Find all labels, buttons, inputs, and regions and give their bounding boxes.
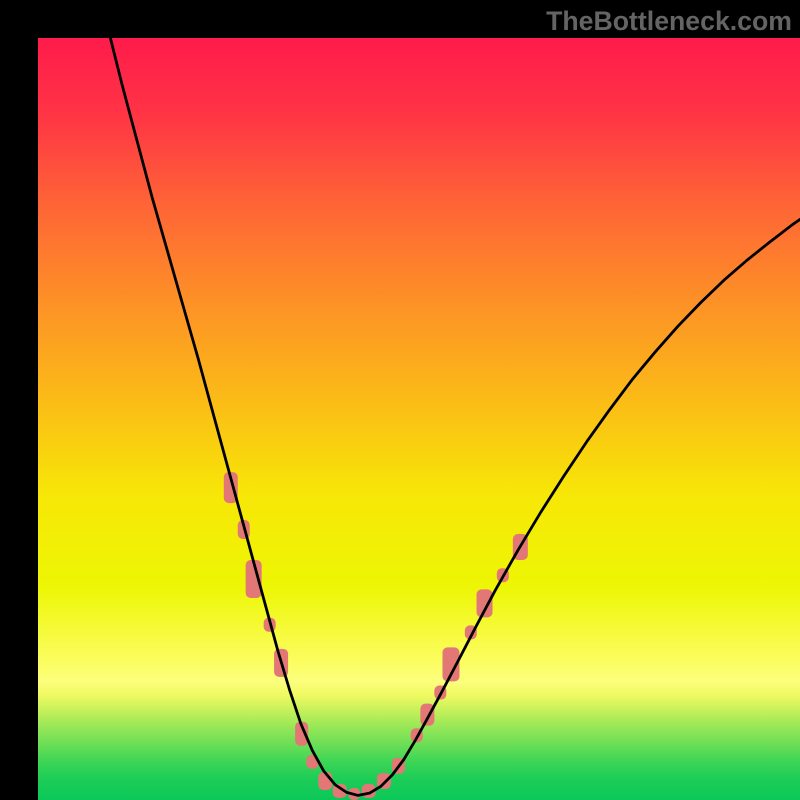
- bottleneck-curve: [110, 38, 800, 795]
- chart-svg: [0, 0, 800, 800]
- watermark-text: TheBottleneck.com: [546, 6, 792, 37]
- chart-stage: TheBottleneck.com: [0, 0, 800, 800]
- highlight-markers-layer: [224, 472, 528, 800]
